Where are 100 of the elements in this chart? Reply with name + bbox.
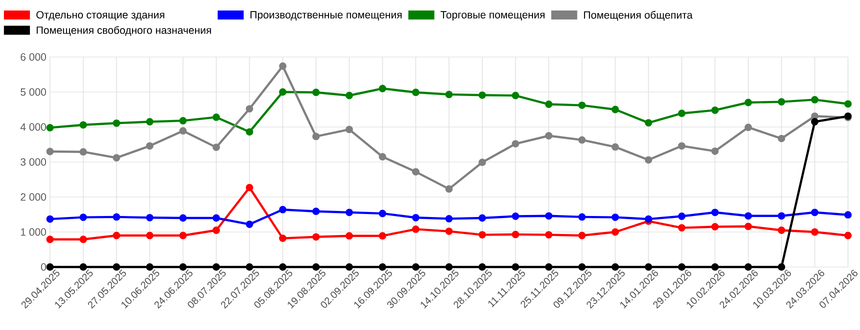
point [279,206,286,214]
point [179,117,187,124]
point [512,92,520,100]
y-tick-label: 0 [41,263,46,271]
point [246,220,254,228]
point [80,121,87,129]
point [146,214,154,222]
point [312,88,320,96]
point [378,210,386,218]
y-tick-label: 6 000 [20,53,46,61]
point [279,234,286,242]
point [179,127,187,135]
point [811,96,818,104]
point [346,126,353,134]
point [80,236,87,244]
point [778,134,786,142]
point [778,226,786,234]
point [644,119,652,127]
point [678,110,686,118]
point [46,148,54,156]
point [378,153,386,160]
point [811,112,818,120]
point [412,214,420,222]
point [112,213,120,221]
point [545,132,552,140]
point [46,236,54,244]
point [412,168,420,176]
point [46,124,54,132]
point [478,91,486,99]
point [744,222,752,230]
point [478,214,486,222]
point [146,118,154,126]
point [811,208,818,216]
y-tick-label: 2 000 [20,193,46,201]
point [445,185,453,193]
legend-label: Отдельно стоящие здания [36,11,164,21]
point [545,231,552,238]
point [678,224,686,232]
point [445,228,453,235]
point [412,88,420,96]
y-tick-label: 5 000 [20,88,46,96]
point [212,214,220,222]
point [212,114,220,121]
point [478,231,486,238]
point [744,124,752,132]
point [146,142,154,150]
point [179,214,187,222]
y-tick-label: 3 000 [20,158,46,166]
point [212,144,220,151]
point [711,208,719,216]
point [844,232,852,240]
point [512,140,520,148]
point [478,158,486,166]
legend-label: Производственные помещения [250,11,402,21]
point [445,215,453,222]
point [246,105,254,113]
point [744,98,752,106]
point [146,232,154,240]
point [212,226,220,234]
point [512,212,520,220]
point [112,232,120,240]
point [711,106,719,114]
point [578,136,586,144]
point [711,223,719,230]
legend-label: Помещения общепита [584,10,693,21]
point [811,228,818,236]
y-tick-label: 4 000 [20,123,46,131]
point [312,233,320,241]
point [279,88,286,96]
point [346,208,353,216]
point [412,226,420,233]
point [46,215,54,223]
point [578,102,586,109]
y-tick-label: 1 000 [20,228,46,236]
point [711,147,719,155]
point [312,132,320,140]
point [512,230,520,238]
point [545,212,552,220]
point [112,154,120,162]
point [744,212,752,220]
point [312,208,320,216]
point [346,232,353,240]
point [378,84,386,92]
point [678,212,686,220]
point [346,92,353,100]
point [778,98,786,106]
point [612,143,619,151]
point [545,100,552,108]
point [578,232,586,240]
point [80,148,87,156]
point [612,106,619,114]
point [644,156,652,164]
point [612,228,619,236]
point [844,100,852,108]
point [112,119,120,127]
point [578,213,586,221]
legend-label: Торговые помещения [440,11,545,21]
point [246,184,254,192]
point [80,214,87,221]
point [378,232,386,240]
